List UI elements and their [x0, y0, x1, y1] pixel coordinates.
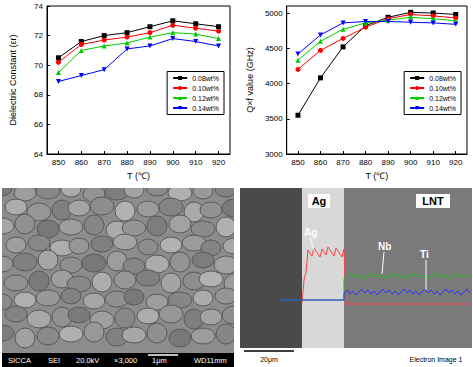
svg-text:74: 74 — [34, 2, 43, 11]
svg-text:72: 72 — [34, 31, 43, 40]
svg-text:20.0kV: 20.0kV — [76, 356, 99, 365]
svg-text:880: 880 — [359, 158, 373, 167]
svg-text:920: 920 — [449, 158, 463, 167]
svg-text:LNT: LNT — [422, 195, 444, 207]
svg-text:5000: 5000 — [265, 9, 283, 18]
svg-text:70: 70 — [34, 61, 43, 70]
svg-text:4000: 4000 — [265, 79, 283, 88]
svg-text:850: 850 — [291, 158, 305, 167]
svg-text:Nb: Nb — [378, 241, 391, 252]
svg-text:SEI: SEI — [48, 356, 60, 365]
svg-text:1μm: 1μm — [152, 356, 167, 365]
svg-text:WD11mm: WD11mm — [194, 356, 227, 365]
svg-text:T (℃): T (℃) — [365, 171, 388, 181]
svg-text:Ti: Ti — [420, 249, 429, 260]
svg-text:0.08wt%: 0.08wt% — [192, 75, 219, 82]
svg-text:Ag: Ag — [304, 227, 317, 238]
svg-text:860: 860 — [75, 158, 89, 167]
svg-text:Dielectric Constant (εr): Dielectric Constant (εr) — [8, 34, 18, 125]
svg-text:900: 900 — [404, 158, 418, 167]
svg-text:890: 890 — [143, 158, 157, 167]
svg-text:0.14wt%: 0.14wt% — [192, 105, 219, 112]
svg-text:64: 64 — [34, 150, 43, 159]
svg-text:×3,000: ×3,000 — [114, 356, 137, 365]
svg-text:870: 870 — [336, 158, 350, 167]
svg-text:20μm: 20μm — [260, 356, 278, 364]
svg-text:4500: 4500 — [265, 44, 283, 53]
svg-text:68: 68 — [34, 90, 43, 99]
svg-text:0.10wt%: 0.10wt% — [192, 85, 219, 92]
svg-text:900: 900 — [166, 158, 180, 167]
svg-text:880: 880 — [120, 158, 134, 167]
svg-text:3500: 3500 — [265, 114, 283, 123]
svg-text:Electron Image 1: Electron Image 1 — [410, 356, 463, 364]
svg-text:0.14wt%: 0.14wt% — [429, 105, 456, 112]
svg-text:860: 860 — [314, 158, 328, 167]
svg-text:850: 850 — [52, 158, 66, 167]
svg-text:890: 890 — [381, 158, 395, 167]
svg-text:0.12wt%: 0.12wt% — [192, 95, 219, 102]
svg-text:T (℃): T (℃) — [127, 171, 150, 181]
svg-text:0.12wt%: 0.12wt% — [429, 95, 456, 102]
svg-text:910: 910 — [189, 158, 203, 167]
svg-text:870: 870 — [98, 158, 112, 167]
svg-text:3000: 3000 — [265, 150, 283, 159]
svg-text:SICCA: SICCA — [8, 356, 31, 365]
svg-text:Ag: Ag — [312, 195, 327, 207]
svg-text:0.08wt%: 0.08wt% — [429, 75, 456, 82]
svg-text:0.10wt%: 0.10wt% — [429, 85, 456, 92]
svg-text:910: 910 — [427, 158, 441, 167]
svg-text:920: 920 — [212, 158, 226, 167]
svg-text:Q×f value (GHz): Q×f value (GHz) — [245, 47, 255, 112]
svg-text:66: 66 — [34, 120, 43, 129]
